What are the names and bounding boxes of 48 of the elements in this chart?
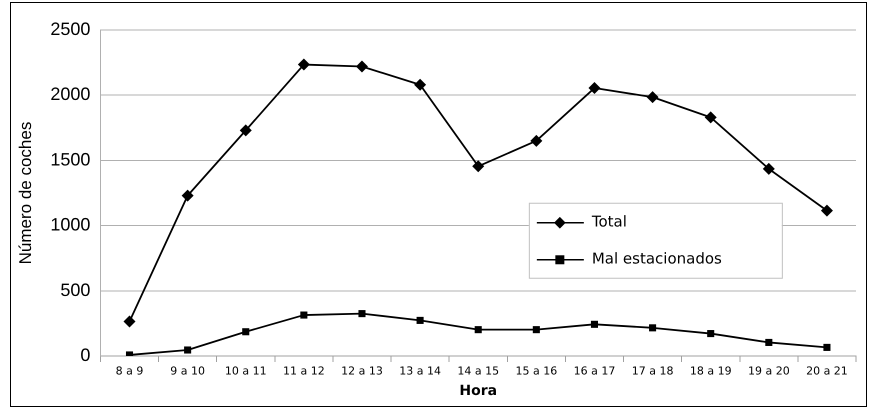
- y-tick-label: 500: [60, 280, 90, 300]
- y-tick-label: 2000: [50, 84, 90, 104]
- point: [240, 124, 252, 136]
- point: [588, 82, 600, 94]
- point: [182, 190, 194, 202]
- point: [646, 91, 659, 104]
- point: [762, 162, 775, 175]
- point: [414, 78, 426, 91]
- point: [707, 330, 714, 338]
- x-axis-title: Hora: [459, 383, 498, 400]
- x-tick-label: 18 a 19: [690, 364, 732, 378]
- point: [590, 320, 598, 328]
- y-tick-label: 2500: [50, 18, 90, 39]
- x-tick-label: 8 a 9: [116, 364, 144, 378]
- x-tick-label: 12 a 13: [341, 364, 383, 378]
- y-tick-label: 1000: [50, 214, 90, 235]
- point: [649, 324, 656, 332]
- point: [298, 58, 310, 71]
- point: [820, 204, 833, 217]
- x-tick-label: 17 a 18: [632, 364, 674, 378]
- point: [124, 315, 136, 328]
- point: [474, 326, 482, 334]
- point: [356, 60, 368, 73]
- point: [530, 134, 542, 147]
- x-tick-label: 15 a 16: [515, 364, 558, 378]
- x-tick-label: 20 a 21: [806, 364, 848, 378]
- point: [416, 316, 424, 324]
- point: [765, 338, 772, 346]
- x-tick-label: 13 a 14: [399, 364, 441, 378]
- point: [358, 310, 366, 318]
- point: [242, 328, 250, 336]
- point: [532, 326, 540, 334]
- y-tick-label: 1500: [50, 149, 90, 170]
- y-tick-label: 0: [80, 344, 90, 365]
- y-axis-title: Número de coches: [16, 122, 35, 264]
- x-tick-label: 16 a 17: [574, 364, 616, 378]
- point: [300, 312, 308, 319]
- x-tick-label: 9 a 10: [170, 364, 205, 378]
- x-tick-label: 19 a 20: [748, 364, 790, 378]
- point: [184, 346, 192, 354]
- x-tick-label: 14 a 15: [457, 364, 500, 378]
- point: [704, 111, 717, 124]
- point: [823, 344, 830, 351]
- legend-label: Total: [590, 212, 627, 231]
- x-tick-label: 11 a 12: [282, 364, 325, 378]
- x-tick-label: 10 a 11: [224, 364, 267, 378]
- legend-label: Mal estacionados: [592, 250, 722, 268]
- point: [472, 160, 484, 172]
